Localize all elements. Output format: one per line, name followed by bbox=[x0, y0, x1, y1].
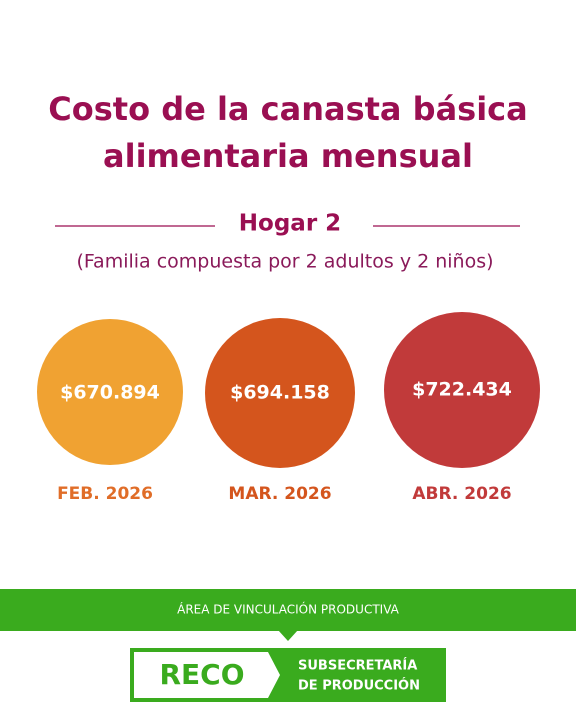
band-pointer bbox=[278, 630, 298, 641]
title-line: Costo de la canasta básica bbox=[48, 90, 527, 128]
month-label: FEB. 2026 bbox=[57, 484, 153, 504]
cost-circle bbox=[37, 319, 183, 465]
cost-value: $722.434 bbox=[412, 379, 512, 401]
logo-text: RECO bbox=[159, 658, 244, 691]
band-text: ÁREA DE VINCULACIÓN PRODUCTIVA bbox=[177, 602, 400, 617]
cost-value: $694.158 bbox=[230, 382, 330, 404]
org-line: SUBSECRETARÍA bbox=[298, 658, 417, 674]
org-line: DE PRODUCCIÓN bbox=[298, 678, 420, 694]
description: (Familia compuesta por 2 adultos y 2 niñ… bbox=[76, 251, 493, 273]
household: Hogar 2 bbox=[239, 211, 341, 237]
footer-band bbox=[0, 589, 576, 631]
cost-value: $670.894 bbox=[60, 382, 160, 404]
month-label: MAR. 2026 bbox=[228, 484, 331, 504]
cost-circle bbox=[384, 312, 540, 468]
logo-inner bbox=[134, 652, 280, 698]
cost-circle bbox=[205, 318, 355, 468]
title-line: alimentaria mensual bbox=[103, 137, 473, 175]
month-label: ABR. 2026 bbox=[412, 484, 511, 504]
